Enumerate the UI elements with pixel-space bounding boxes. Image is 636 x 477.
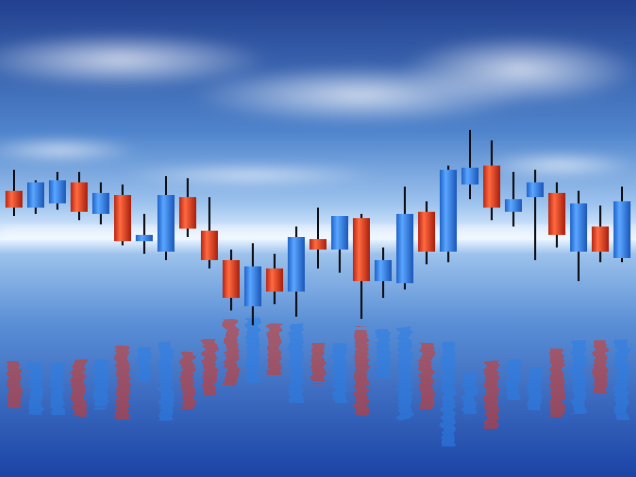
candle-body-down <box>548 192 566 235</box>
candle-body-up <box>439 169 457 252</box>
candle-body-down <box>222 260 240 298</box>
candle-reflection <box>72 359 86 417</box>
candle-body-down <box>418 211 436 252</box>
candle-body-down <box>70 182 88 212</box>
candle-reflection <box>593 341 607 395</box>
candle-reflection <box>29 361 43 415</box>
candle-12 <box>244 243 262 326</box>
candle-19 <box>396 186 414 290</box>
candle-18 <box>374 247 392 298</box>
candle-reflection <box>116 346 130 419</box>
candle-body-up <box>396 213 414 284</box>
candle-16 <box>331 216 349 273</box>
candle-reflection <box>354 328 368 416</box>
candle-17 <box>352 213 370 319</box>
candle-reflection <box>333 342 347 403</box>
candle-4 <box>70 171 88 221</box>
candle-reflection <box>224 320 238 385</box>
candle-27 <box>570 190 588 282</box>
candle-1 <box>5 169 23 216</box>
candle-reflection <box>506 359 520 402</box>
candle-reflection <box>246 317 260 384</box>
candle-25 <box>526 169 544 261</box>
candle-11 <box>222 249 240 311</box>
candle-reflection <box>420 341 434 408</box>
candle-15 <box>309 207 327 269</box>
candle-body-up <box>48 180 66 204</box>
candle-reflection <box>7 361 21 407</box>
candle-body-up <box>504 199 522 212</box>
candle-reflection <box>398 327 412 420</box>
candle-6 <box>114 184 132 246</box>
candle-body-down <box>200 230 218 261</box>
candle-body-up <box>287 237 305 292</box>
candle-reflection <box>181 352 195 411</box>
candle-body-down <box>266 268 284 292</box>
clouds <box>0 32 636 185</box>
candle-reflection <box>441 341 455 446</box>
candle-reflections <box>7 317 629 446</box>
candle-24 <box>504 171 522 227</box>
candle-reflection <box>94 358 108 408</box>
candle-body-up <box>331 216 349 250</box>
candle-body-up <box>570 203 588 252</box>
candle-reflection <box>615 338 629 420</box>
candle-body-down <box>114 195 132 242</box>
candle-body-up <box>92 192 110 214</box>
candle-body-up <box>374 260 392 282</box>
candle-8 <box>157 176 175 261</box>
candle-body-up <box>27 182 45 208</box>
candle-reflection <box>159 341 173 423</box>
candle-20 <box>418 201 436 265</box>
candle-reflection <box>268 323 282 375</box>
candle-2 <box>27 180 45 214</box>
candle-23 <box>483 140 501 221</box>
candle-22 <box>461 129 479 200</box>
candle-13 <box>266 253 284 305</box>
candle-body-down <box>591 226 609 252</box>
candle-body-up <box>526 182 544 198</box>
candle-body-up <box>613 201 631 258</box>
candle-body-down <box>483 165 501 208</box>
candle-reflection <box>528 366 542 410</box>
candle-body-up <box>461 167 479 185</box>
candle-body-down <box>309 239 327 250</box>
candle-21 <box>439 165 457 263</box>
candle-body-down <box>5 190 23 208</box>
candle-reflection <box>289 323 303 403</box>
candle-reflection <box>572 341 586 416</box>
candle-7 <box>135 213 153 254</box>
candle-reflection <box>50 363 64 415</box>
candle-body-up <box>135 234 153 242</box>
candle-body-down <box>179 197 197 229</box>
candle-reflection <box>311 342 325 383</box>
candle-14 <box>287 226 305 317</box>
candle-body-down <box>352 218 370 282</box>
candle-29 <box>613 186 631 263</box>
candle-reflection <box>550 349 564 418</box>
candle-26 <box>548 182 566 248</box>
candle-reflection <box>376 328 390 378</box>
candle-5 <box>92 182 110 225</box>
candle-body-up <box>244 266 262 307</box>
candle-3 <box>48 171 66 210</box>
candle-9 <box>179 178 197 237</box>
candle-reflection <box>463 371 477 418</box>
candle-28 <box>591 205 609 263</box>
candle-reflection <box>137 346 151 383</box>
candle-reflection <box>202 337 216 395</box>
candle-10 <box>200 197 218 269</box>
candle-body-up <box>157 195 175 252</box>
candle-reflection <box>485 361 499 430</box>
candlestick-series <box>5 129 631 326</box>
